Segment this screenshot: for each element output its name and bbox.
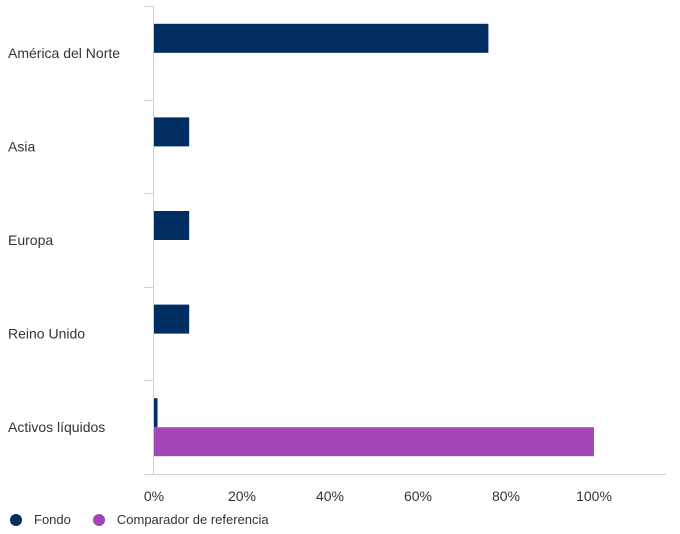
legend-label-comparador: Comparador de referencia [116,512,269,527]
category-label: Activos líquidos [8,419,105,435]
bars [154,23,594,457]
bar-fondo[interactable] [154,211,190,240]
category-label: Asia [8,138,35,154]
axis-layer [144,6,666,475]
legend-item-comparador[interactable]: Comparador de referencia [92,512,269,527]
legend-item-fondo[interactable]: Fondo [10,512,71,527]
x-tick-label: 100% [576,488,612,504]
category-label: Europa [8,232,53,248]
category-labels: América del Norte Asia Europa Reino Unido Ac… [8,45,120,435]
legend-marker-comparador [92,513,105,526]
legend-marker-fondo [10,513,22,526]
x-tick-label: 20% [228,488,256,504]
bar-fondo[interactable] [154,398,158,428]
x-tick-label: 60% [404,488,432,504]
bar-fondo[interactable] [154,23,489,53]
legend: Fondo Comparador de referencia [10,512,291,527]
bar-comparador[interactable] [154,427,594,457]
x-tick-label: 40% [316,488,344,504]
category-label: América del Norte [8,45,120,61]
bar-fondo[interactable] [154,117,190,147]
bar-fondo[interactable] [154,304,190,334]
x-tick-label: 80% [492,488,520,504]
legend-label-fondo: Fondo [34,512,71,527]
x-tick-labels: 0% 20% 40% 60% 80% 100% [144,488,612,504]
category-label: Reino Unido [8,326,85,342]
x-tick-label: 0% [144,488,164,504]
